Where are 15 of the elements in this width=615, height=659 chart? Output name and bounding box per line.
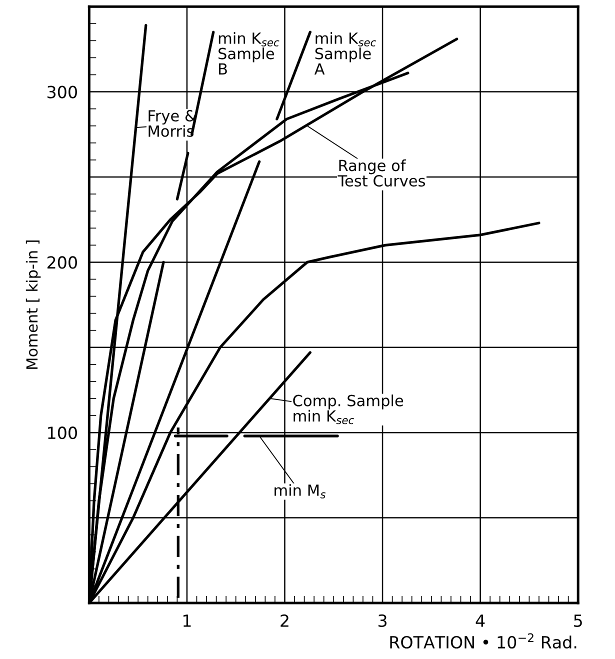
annotation: min M$_{s}$ [274, 484, 326, 498]
x-tick-label: 5 [574, 614, 582, 627]
annotation: min K$_{sec}$ Sample A [314, 32, 376, 74]
annotation: min K$_{sec}$ Sample B [218, 32, 280, 74]
y-tick-label: 300 [48, 86, 77, 98]
x-tick-label: 1 [183, 614, 191, 627]
x-tick-label: 2 [280, 614, 288, 627]
x-axis-title: ROTATION • 10$^{−2}$ Rad. [390, 633, 576, 649]
annotation: Range of Test Curves [338, 159, 426, 187]
annotation: Comp. Sample min K$_{sec}$ [293, 394, 404, 424]
y-tick-label: 200 [47, 256, 77, 269]
y-axis-title: Moment [ kip-in ] [26, 240, 41, 369]
x-tick-label: 3 [378, 614, 386, 627]
y-tick-label: 100 [48, 426, 77, 440]
x-tick-label: 4 [476, 614, 485, 627]
